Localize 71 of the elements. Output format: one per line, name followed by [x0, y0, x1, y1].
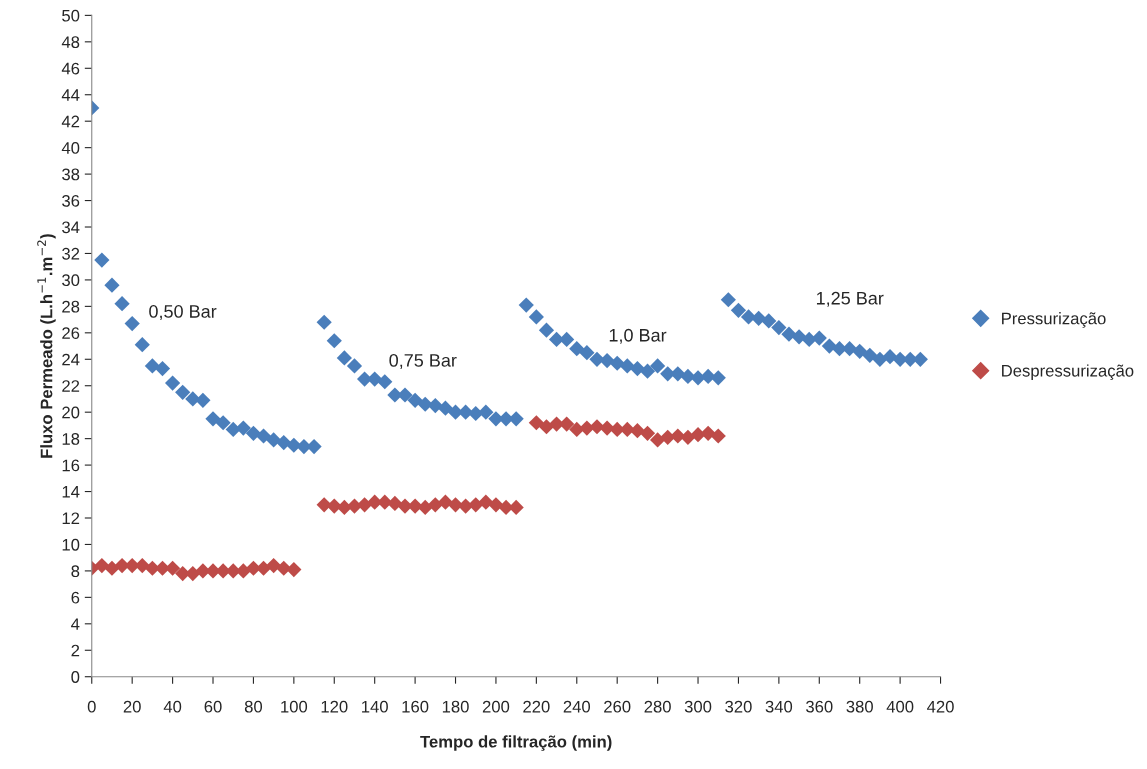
x-tick-label: 380 — [846, 700, 873, 713]
y-tick-label: 8 — [71, 565, 80, 578]
x-tick-label: 360 — [806, 700, 833, 713]
y-tick-label: 34 — [62, 221, 80, 234]
point — [710, 428, 726, 444]
y-tick-label: 6 — [71, 591, 80, 604]
y-tick-label: 0 — [71, 671, 80, 683]
x-tick-label: 320 — [725, 700, 752, 713]
x-tick-label: 0 — [87, 700, 96, 713]
point — [639, 425, 656, 441]
legend-label: Pressurização — [1002, 312, 1106, 328]
point — [316, 497, 332, 513]
x-tick-label: 180 — [442, 700, 469, 713]
y-tick-label: 40 — [61, 142, 80, 154]
annotation: 0,75 Bar — [389, 353, 457, 369]
point — [700, 425, 716, 441]
point — [478, 494, 494, 510]
point — [427, 497, 443, 513]
point — [437, 494, 454, 510]
y-tick-label: 28 — [62, 300, 80, 313]
y-tick-label: 2 — [71, 644, 80, 657]
y-tick-label: 44 — [61, 89, 80, 101]
x-tick-label: 60 — [204, 700, 222, 713]
y-tick-label: 12 — [62, 512, 80, 525]
point — [468, 497, 484, 513]
x-tick-label: 220 — [523, 700, 550, 713]
y-tick-label: 18 — [62, 433, 80, 445]
legend-label: Despressurização — [1002, 364, 1134, 380]
annotation: 1,25 Bar — [816, 291, 884, 307]
y-tick-label: 32 — [62, 247, 80, 260]
y-tick-label: 36 — [62, 194, 80, 207]
x-tick-label: 160 — [402, 700, 429, 713]
point — [650, 432, 666, 448]
y-tick-label: 50 — [62, 9, 80, 22]
x-tick-label: 420 — [927, 700, 954, 713]
y-tick-label: 20 — [62, 406, 80, 419]
x-tick-label: 300 — [684, 700, 712, 713]
point — [559, 416, 575, 432]
y-tick-label: 4 — [71, 618, 80, 630]
point — [185, 565, 201, 582]
y-tick-label: 14 — [62, 486, 80, 498]
x-axis-title: Tempo de filtração (min) — [420, 735, 612, 751]
x-tick-label: 280 — [644, 700, 671, 713]
x-tick-label: 40 — [163, 700, 182, 713]
y-axis-title: Fluxo Permeado (L.h$^{−1}$.m$^{−2}$) — [37, 234, 56, 458]
x-tick-label: 140 — [362, 700, 388, 713]
point — [266, 558, 282, 574]
y-tick-label: 46 — [61, 62, 80, 75]
annotation: 1,0 Bar — [609, 328, 667, 344]
annotation: 0,50 Bar — [149, 305, 217, 320]
x-tick-label: 260 — [604, 700, 631, 713]
x-tick-label: 20 — [123, 700, 141, 713]
y-tick-label: 42 — [61, 115, 80, 128]
y-tick-label: 30 — [62, 274, 80, 287]
x-tick-label: 200 — [482, 700, 510, 713]
point — [286, 561, 302, 578]
y-tick-label: 16 — [62, 459, 80, 472]
y-tick-label: 10 — [62, 538, 80, 551]
y-tick-label: 26 — [62, 327, 80, 340]
x-tick-label: 120 — [321, 700, 348, 713]
y-tick-label: 48 — [61, 36, 80, 49]
x-tick-label: 400 — [886, 700, 914, 713]
y-tick-label: 22 — [62, 380, 80, 392]
y-tick-label: 38 — [62, 168, 80, 181]
y-tick-label: 24 — [62, 353, 80, 366]
x-tick-label: 100 — [281, 700, 308, 713]
point — [528, 415, 544, 431]
x-tick-label: 340 — [765, 700, 793, 713]
x-tick-label: 240 — [563, 700, 591, 713]
point — [629, 423, 646, 439]
x-tick-label: 80 — [244, 700, 263, 713]
